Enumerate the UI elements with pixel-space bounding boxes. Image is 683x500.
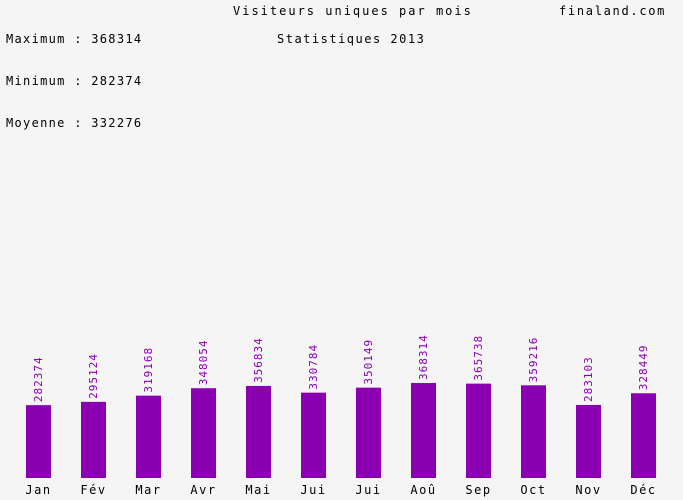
month-label-1: Jan — [25, 483, 51, 497]
value-label-12: 328449 — [637, 345, 650, 391]
value-label-6: 330784 — [307, 344, 320, 390]
bar-1 — [26, 405, 51, 478]
bar-7 — [356, 387, 381, 478]
bar-4 — [191, 388, 216, 478]
month-label-2: Fév — [80, 483, 106, 497]
month-label-9: Sep — [465, 483, 491, 497]
value-label-8: 368314 — [417, 334, 430, 380]
minimum-stat: Minimum : 282374 — [6, 74, 143, 88]
month-label-11: Nov — [575, 483, 601, 497]
month-label-4: Avr — [190, 483, 216, 497]
month-label-10: Oct — [520, 483, 546, 497]
bar-2 — [81, 401, 106, 478]
month-label-3: Mar — [135, 483, 161, 497]
chart-subtitle: Statistiques 2013 — [277, 32, 426, 46]
month-label-6: Jui — [300, 483, 326, 497]
maximum-stat: Maximum : 368314 — [6, 32, 143, 46]
month-label-8: Aoû — [410, 483, 436, 497]
value-label-5: 356834 — [252, 337, 265, 383]
chart-title: Visiteurs uniques par mois — [233, 4, 473, 18]
bar-10 — [521, 385, 546, 478]
value-label-11: 283103 — [582, 356, 595, 402]
average-stat: Moyenne : 332276 — [6, 116, 143, 130]
value-label-2: 295124 — [87, 353, 100, 399]
month-label-12: Déc — [630, 483, 656, 497]
bar-5 — [246, 385, 271, 478]
bar-12 — [631, 393, 656, 478]
value-label-9: 365738 — [472, 335, 485, 381]
site-name: finaland.com — [559, 4, 667, 18]
bar-11 — [576, 404, 601, 478]
bar-8 — [411, 382, 436, 478]
stats-block: Maximum : 368314 Minimum : 282374 Moyenn… — [6, 4, 142, 144]
value-label-3: 319168 — [142, 347, 155, 393]
value-label-4: 348054 — [197, 339, 210, 385]
bar-6 — [301, 392, 326, 478]
month-label-7: Jui — [355, 483, 381, 497]
month-label-5: Mai — [245, 483, 271, 497]
value-label-10: 359216 — [527, 337, 540, 383]
value-label-7: 350149 — [362, 339, 375, 385]
bar-3 — [136, 395, 161, 478]
value-label-1: 282374 — [32, 356, 45, 402]
bar-9 — [466, 383, 491, 478]
